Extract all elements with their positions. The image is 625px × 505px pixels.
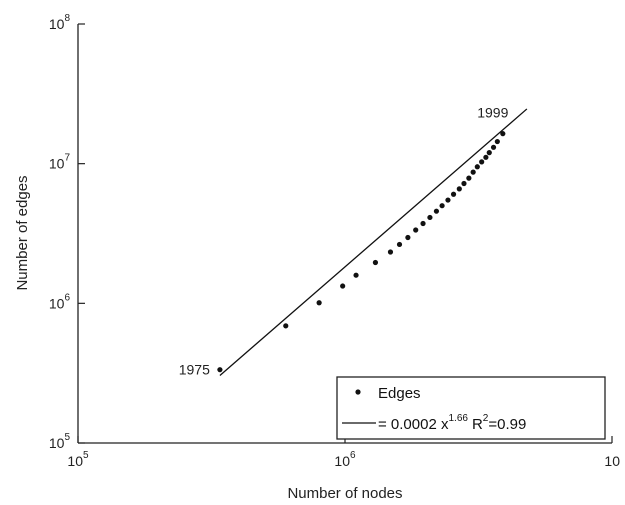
data-point [372, 259, 379, 266]
data-point [387, 249, 394, 255]
data-point [445, 197, 451, 203]
data-point [433, 208, 440, 214]
legend-fit-label: = 0.0002 x1.66 R2=0.99 [378, 413, 526, 433]
data-point [483, 154, 489, 160]
data-point [439, 203, 445, 209]
x-ticks: 105 106 10 [67, 436, 620, 469]
legend-marker-edges [355, 389, 361, 395]
data-point [486, 150, 492, 156]
legend-box [336, 376, 606, 440]
x-axis-label: Number of nodes [287, 485, 402, 502]
data-point [283, 323, 289, 329]
data-point [396, 241, 403, 248]
data-point [405, 234, 411, 241]
data-point [217, 367, 223, 373]
data-point [413, 227, 419, 233]
fit-equation: = 0.0002 x [378, 416, 449, 433]
y-ticks: 105 106 107 108 [49, 13, 85, 451]
x-tick-label: 10 [604, 453, 620, 469]
data-point [479, 159, 485, 165]
fit-r2-symbol: R [472, 416, 483, 433]
fit-layer [219, 108, 528, 376]
fit-exponent: 1.66 [448, 413, 468, 424]
data-point [353, 272, 359, 278]
data-point [461, 180, 467, 187]
year-annotation: 1999 [477, 105, 508, 121]
data-point [427, 214, 433, 221]
y-tick-label: 107 [49, 153, 71, 172]
data-point [456, 186, 462, 192]
data-point [490, 144, 497, 150]
y-tick-label: 106 [49, 292, 71, 311]
fit-line [219, 108, 528, 376]
data-point [494, 138, 500, 145]
fit-r2-value: =0.99 [488, 416, 526, 433]
data-point [470, 169, 476, 175]
y-axis-label: Number of edges [14, 175, 31, 290]
fit-r2-exponent: 2 [483, 413, 489, 424]
data-point [450, 191, 457, 197]
x-tick-label: 106 [334, 450, 356, 469]
annotations: 1975 1999 [179, 105, 509, 378]
data-point [500, 131, 506, 137]
data-point [340, 283, 346, 289]
data-point [316, 300, 322, 306]
year-annotation: 1975 [179, 362, 210, 378]
data-point [420, 220, 426, 227]
x-tick-label: 105 [67, 450, 89, 469]
legend-label-edges: Edges [378, 385, 421, 402]
y-tick-label: 108 [49, 13, 71, 32]
data-point [466, 175, 472, 181]
data-point [474, 164, 480, 170]
y-tick-label: 105 [49, 432, 71, 451]
points-layer [217, 131, 506, 373]
legend: Edges = 0.0002 x1.66 R2=0.99 [336, 376, 606, 440]
